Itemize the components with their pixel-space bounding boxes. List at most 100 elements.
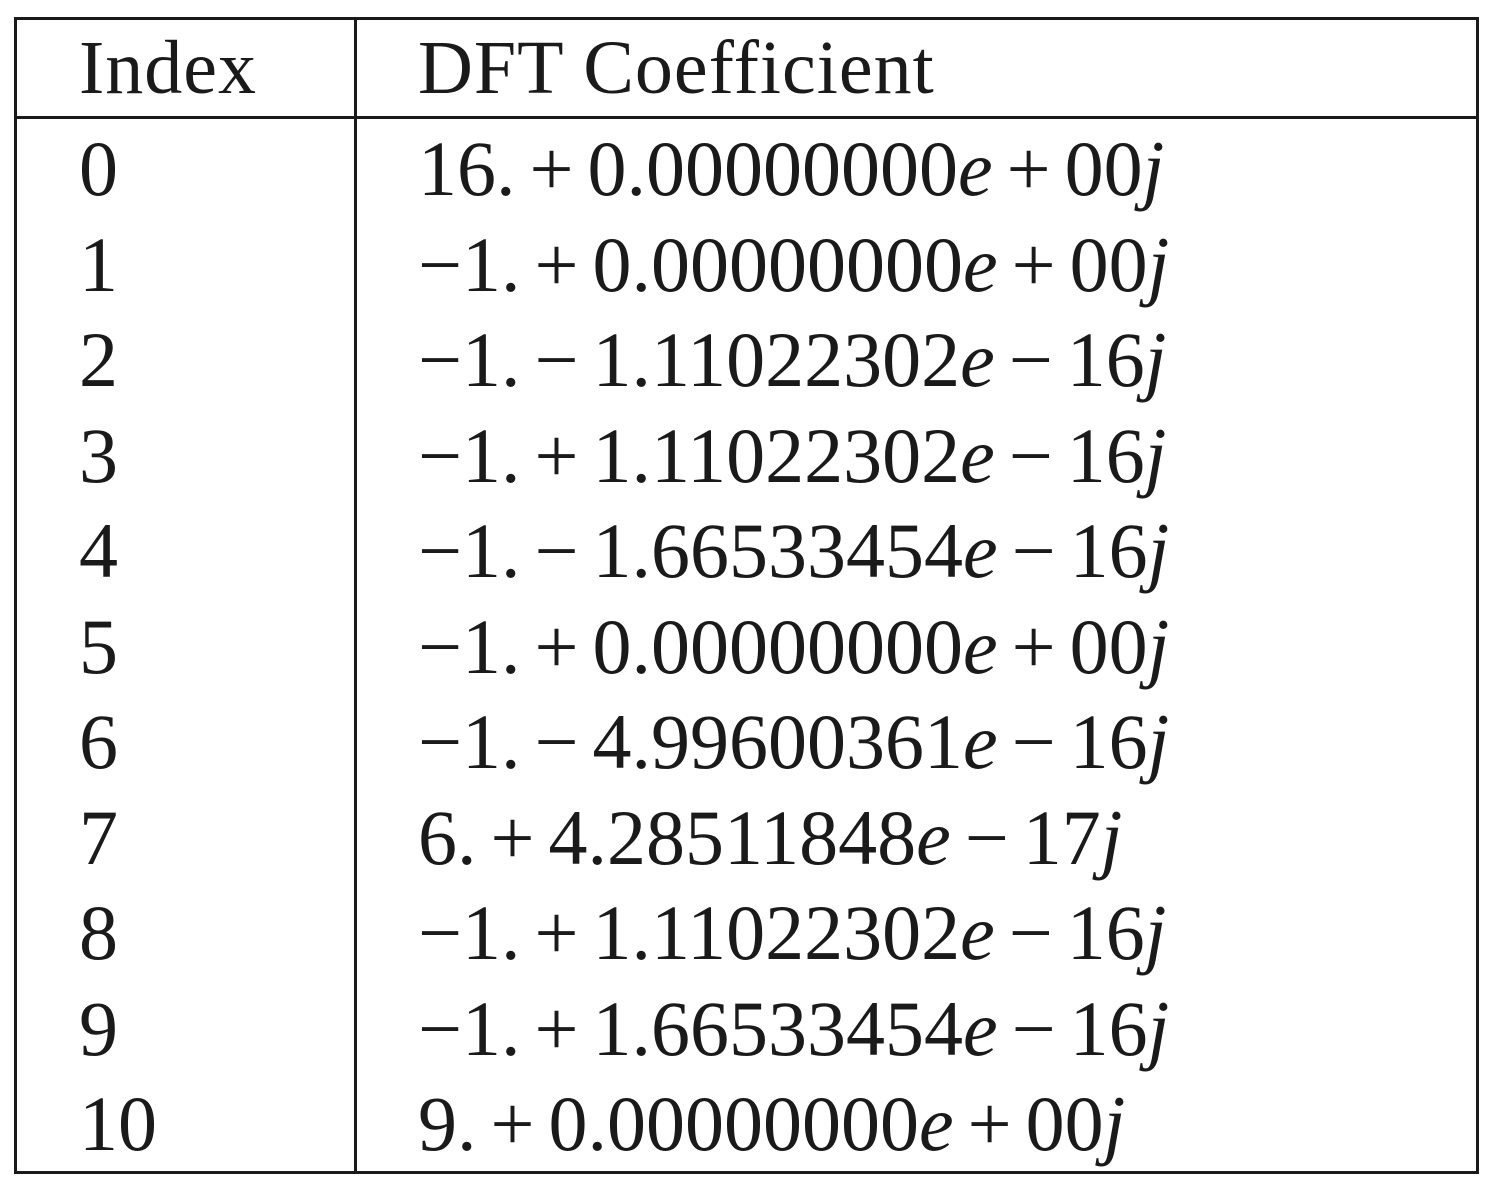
index-cell: 8 [79, 889, 118, 976]
table-row: 5 −1. +0.00000000e +00j [17, 601, 1476, 697]
index-cell: 1 [79, 220, 118, 308]
exp-symbol: e [963, 602, 998, 690]
coefficient-cell: −1. +1.11022302e −16j [418, 887, 1166, 979]
header-index: Index [79, 26, 258, 110]
exponent: 16 [1066, 316, 1145, 403]
exp-sign: − [1011, 507, 1056, 594]
table-row: 3 −1. +1.11022302e −16j [17, 410, 1476, 506]
coefficient-cell: 16. +0.00000000e +00j [418, 123, 1164, 215]
imag-mantissa: 4.99600361 [592, 698, 964, 785]
real-part: −1. [418, 316, 521, 403]
exp-sign: + [1011, 220, 1056, 308]
imag-mantissa: 0.00000000 [592, 220, 964, 308]
imag-mantissa: 1.11022302 [592, 316, 961, 403]
coefficient-cell: −1. +1.66533454e −16j [418, 983, 1169, 1075]
real-part: 6. [418, 793, 477, 881]
index-cell: 10 [79, 1080, 157, 1167]
exp-sign: − [1008, 889, 1053, 976]
imag-mantissa: 1.66533454 [592, 507, 964, 594]
exponent: 00 [1064, 125, 1143, 212]
exp-symbol: e [916, 793, 951, 881]
exp-symbol: e [960, 316, 995, 403]
real-part: −1. [418, 507, 521, 594]
exponent: 17 [1022, 793, 1101, 881]
operator: + [490, 1080, 535, 1167]
real-part: −1. [418, 602, 521, 690]
imaginary-unit: j [1147, 507, 1170, 594]
exponent: 16 [1066, 889, 1145, 976]
exp-sign: + [967, 1080, 1012, 1167]
coefficient-cell: 6. +4.28511848e −17j [418, 792, 1122, 884]
header-dft-coefficient: DFT Coefficient [418, 26, 935, 110]
table-row: 6 −1. −4.99600361e −16j [17, 696, 1476, 792]
imag-mantissa: 1.11022302 [592, 889, 961, 976]
exp-sign: + [1011, 602, 1056, 690]
table-row: 8 −1. +1.11022302e −16j [17, 887, 1476, 983]
exponent: 16 [1066, 411, 1145, 499]
exp-symbol: e [960, 889, 995, 976]
coefficient-cell: 9. +0.00000000e +00j [418, 1078, 1125, 1170]
real-part: −1. [418, 411, 521, 499]
coefficient-cell: −1. +0.00000000e +00j [418, 601, 1169, 693]
operator: + [529, 125, 574, 212]
table-row: 0 16. +0.00000000e +00j [17, 123, 1476, 219]
exp-sign: + [1006, 125, 1051, 212]
index-cell: 6 [79, 698, 118, 785]
operator: − [534, 698, 579, 785]
imaginary-unit: j [1147, 698, 1170, 785]
real-part: −1. [418, 220, 521, 308]
imag-mantissa: 1.66533454 [592, 984, 964, 1072]
imaginary-unit: j [1144, 889, 1167, 976]
index-cell: 5 [79, 602, 118, 690]
real-part: 9. [418, 1080, 477, 1167]
exponent: 16 [1069, 984, 1148, 1072]
exp-sign: − [1011, 984, 1056, 1072]
imaginary-unit: j [1103, 1080, 1126, 1167]
coefficient-cell: −1. −4.99600361e −16j [418, 696, 1169, 788]
table-row: 1 −1. +0.00000000e +00j [17, 219, 1476, 315]
coefficient-cell: −1. +0.00000000e +00j [418, 219, 1169, 311]
real-part: 16. [418, 125, 516, 212]
operator: + [534, 984, 579, 1072]
index-cell: 7 [79, 793, 118, 881]
table-row: 7 6. +4.28511848e −17j [17, 792, 1476, 888]
imag-mantissa: 4.28511848 [548, 793, 917, 881]
operator: + [490, 793, 535, 881]
imaginary-unit: j [1147, 984, 1170, 1072]
real-part: −1. [418, 889, 521, 976]
exp-sign: − [1008, 316, 1053, 403]
dft-table: Index DFT Coefficient 0 16. +0.00000000e +0… [14, 17, 1479, 1174]
exponent: 00 [1025, 1080, 1104, 1167]
coefficient-cell: −1. −1.66533454e −16j [418, 505, 1169, 597]
index-cell: 3 [79, 411, 118, 499]
table-row: 2 −1. −1.11022302e −16j [17, 314, 1476, 410]
imag-mantissa: 0.00000000 [587, 125, 959, 212]
operator: − [534, 507, 579, 594]
exponent: 00 [1069, 602, 1148, 690]
imaginary-unit: j [1147, 602, 1170, 690]
exponent: 16 [1069, 507, 1148, 594]
coefficient-cell: −1. +1.11022302e −16j [418, 410, 1166, 502]
exp-symbol: e [958, 125, 993, 212]
imag-mantissa: 0.00000000 [592, 602, 964, 690]
index-cell: 0 [79, 125, 118, 212]
exp-sign: − [1011, 698, 1056, 785]
exp-symbol: e [963, 698, 998, 785]
exp-symbol: e [960, 411, 995, 499]
index-cell: 2 [79, 316, 118, 403]
coefficient-cell: −1. −1.11022302e −16j [418, 314, 1166, 406]
table-header: Index DFT Coefficient [17, 20, 1476, 116]
table-body: 0 16. +0.00000000e +00j 1 −1. +0.00000000e +00j… [17, 123, 1476, 1174]
operator: + [534, 220, 579, 308]
column-divider [354, 20, 357, 1171]
exp-sign: − [1008, 411, 1053, 499]
operator: + [534, 411, 579, 499]
operator: + [534, 889, 579, 976]
exponent: 16 [1069, 698, 1148, 785]
imaginary-unit: j [1100, 793, 1123, 881]
exp-symbol: e [963, 507, 998, 594]
exp-sign: − [964, 793, 1009, 881]
imaginary-unit: j [1144, 316, 1167, 403]
real-part: −1. [418, 698, 521, 785]
imaginary-unit: j [1147, 220, 1170, 308]
